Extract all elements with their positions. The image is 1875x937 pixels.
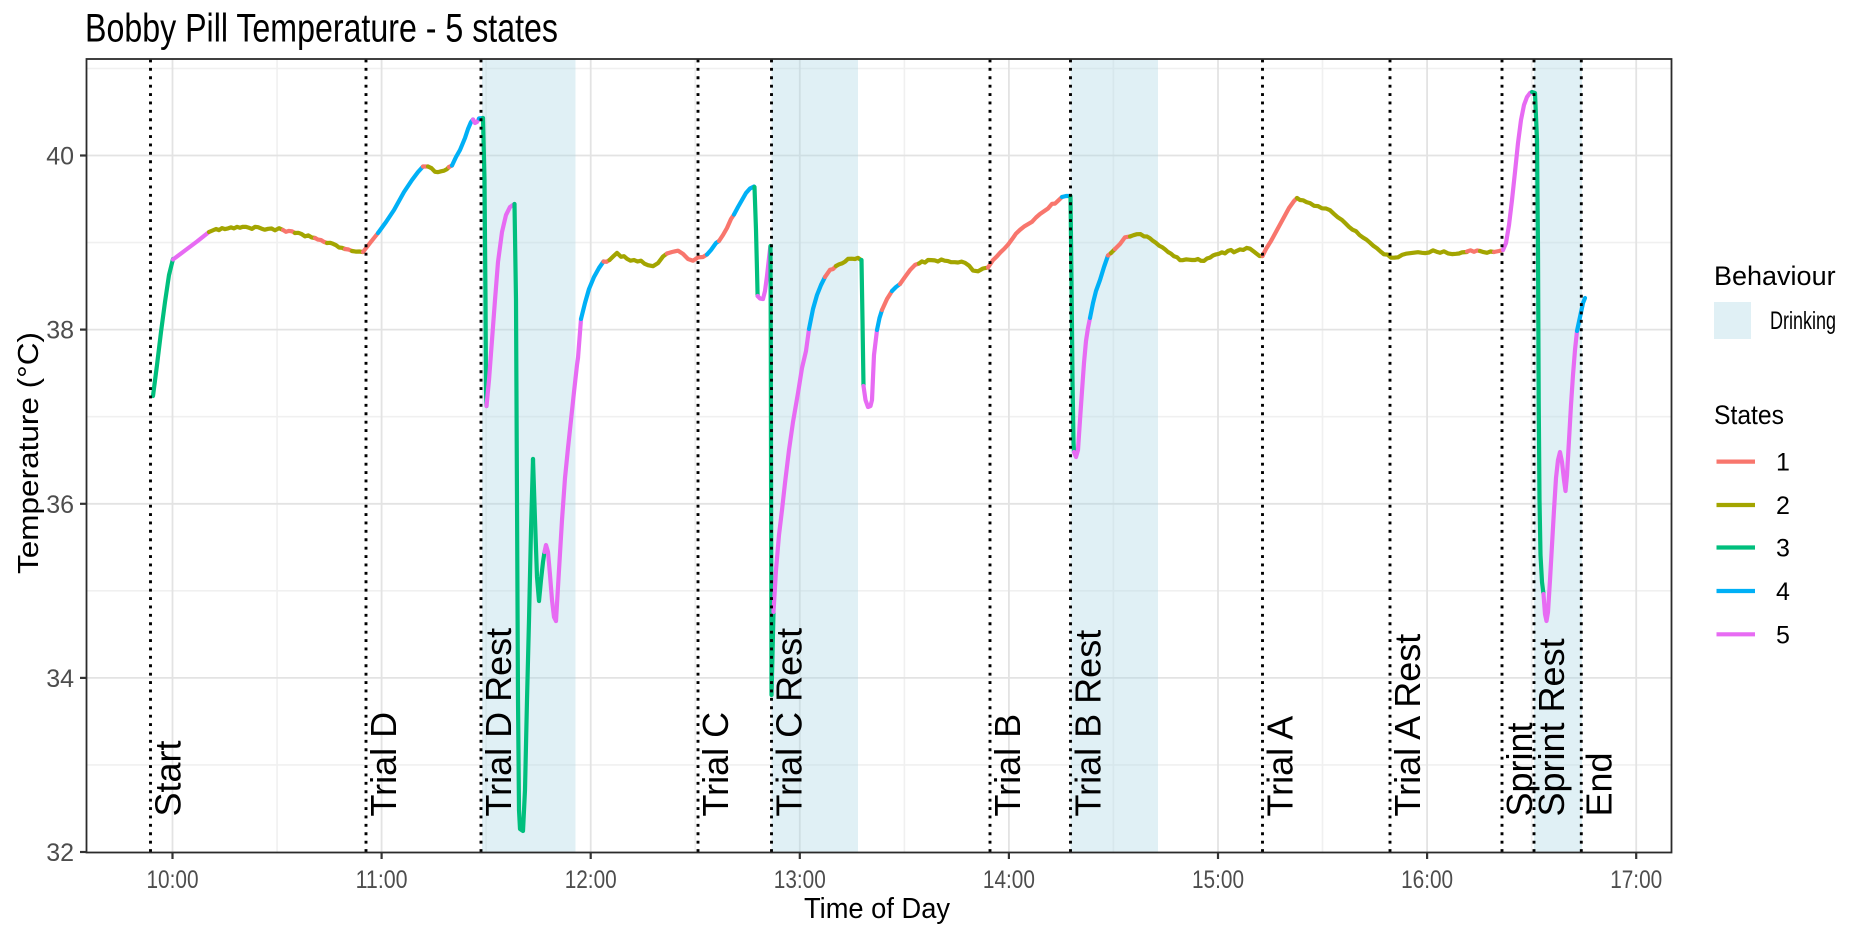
svg-text:40: 40 [46,143,74,171]
svg-text:32: 32 [46,839,74,867]
svg-text:2: 2 [1776,492,1790,520]
svg-text:Trial B: Trial B [987,714,1028,817]
svg-text:36: 36 [46,491,74,519]
svg-text:Trial A Rest: Trial A Rest [1387,634,1428,817]
svg-text:13:00: 13:00 [774,866,826,894]
svg-text:Drinking: Drinking [1770,307,1836,335]
svg-text:Sprint Rest: Sprint Rest [1531,638,1572,816]
svg-text:Bobby Pill Temperature - 5 sta: Bobby Pill Temperature - 5 states [85,7,558,51]
svg-text:Sprint: Sprint [1499,722,1540,816]
svg-text:Temperature (°C): Temperature (°C) [13,332,45,574]
svg-text:States: States [1714,400,1784,430]
svg-text:1: 1 [1776,449,1790,477]
svg-text:Trial D: Trial D [363,712,404,817]
svg-text:17:00: 17:00 [1610,866,1662,894]
svg-text:Trial C Rest: Trial C Rest [769,628,810,817]
svg-text:34: 34 [46,665,74,693]
svg-text:Trial C: Trial C [695,712,736,817]
svg-text:11:00: 11:00 [356,866,408,894]
svg-text:4: 4 [1776,578,1790,606]
svg-text:End: End [1578,752,1619,816]
svg-text:12:00: 12:00 [565,866,617,894]
svg-text:Behaviour: Behaviour [1714,261,1836,291]
svg-text:Start: Start [148,740,189,816]
svg-text:3: 3 [1776,535,1790,563]
svg-text:38: 38 [46,317,74,345]
svg-text:15:00: 15:00 [1192,866,1244,894]
svg-text:16:00: 16:00 [1401,866,1453,894]
svg-text:5: 5 [1776,621,1790,649]
svg-text:Trial A: Trial A [1260,716,1301,817]
svg-text:14:00: 14:00 [983,866,1035,894]
svg-text:Time of Day: Time of Day [804,893,951,925]
svg-text:Trial B Rest: Trial B Rest [1068,630,1109,817]
svg-text:10:00: 10:00 [147,866,199,894]
svg-text:Trial D Rest: Trial D Rest [478,628,519,817]
